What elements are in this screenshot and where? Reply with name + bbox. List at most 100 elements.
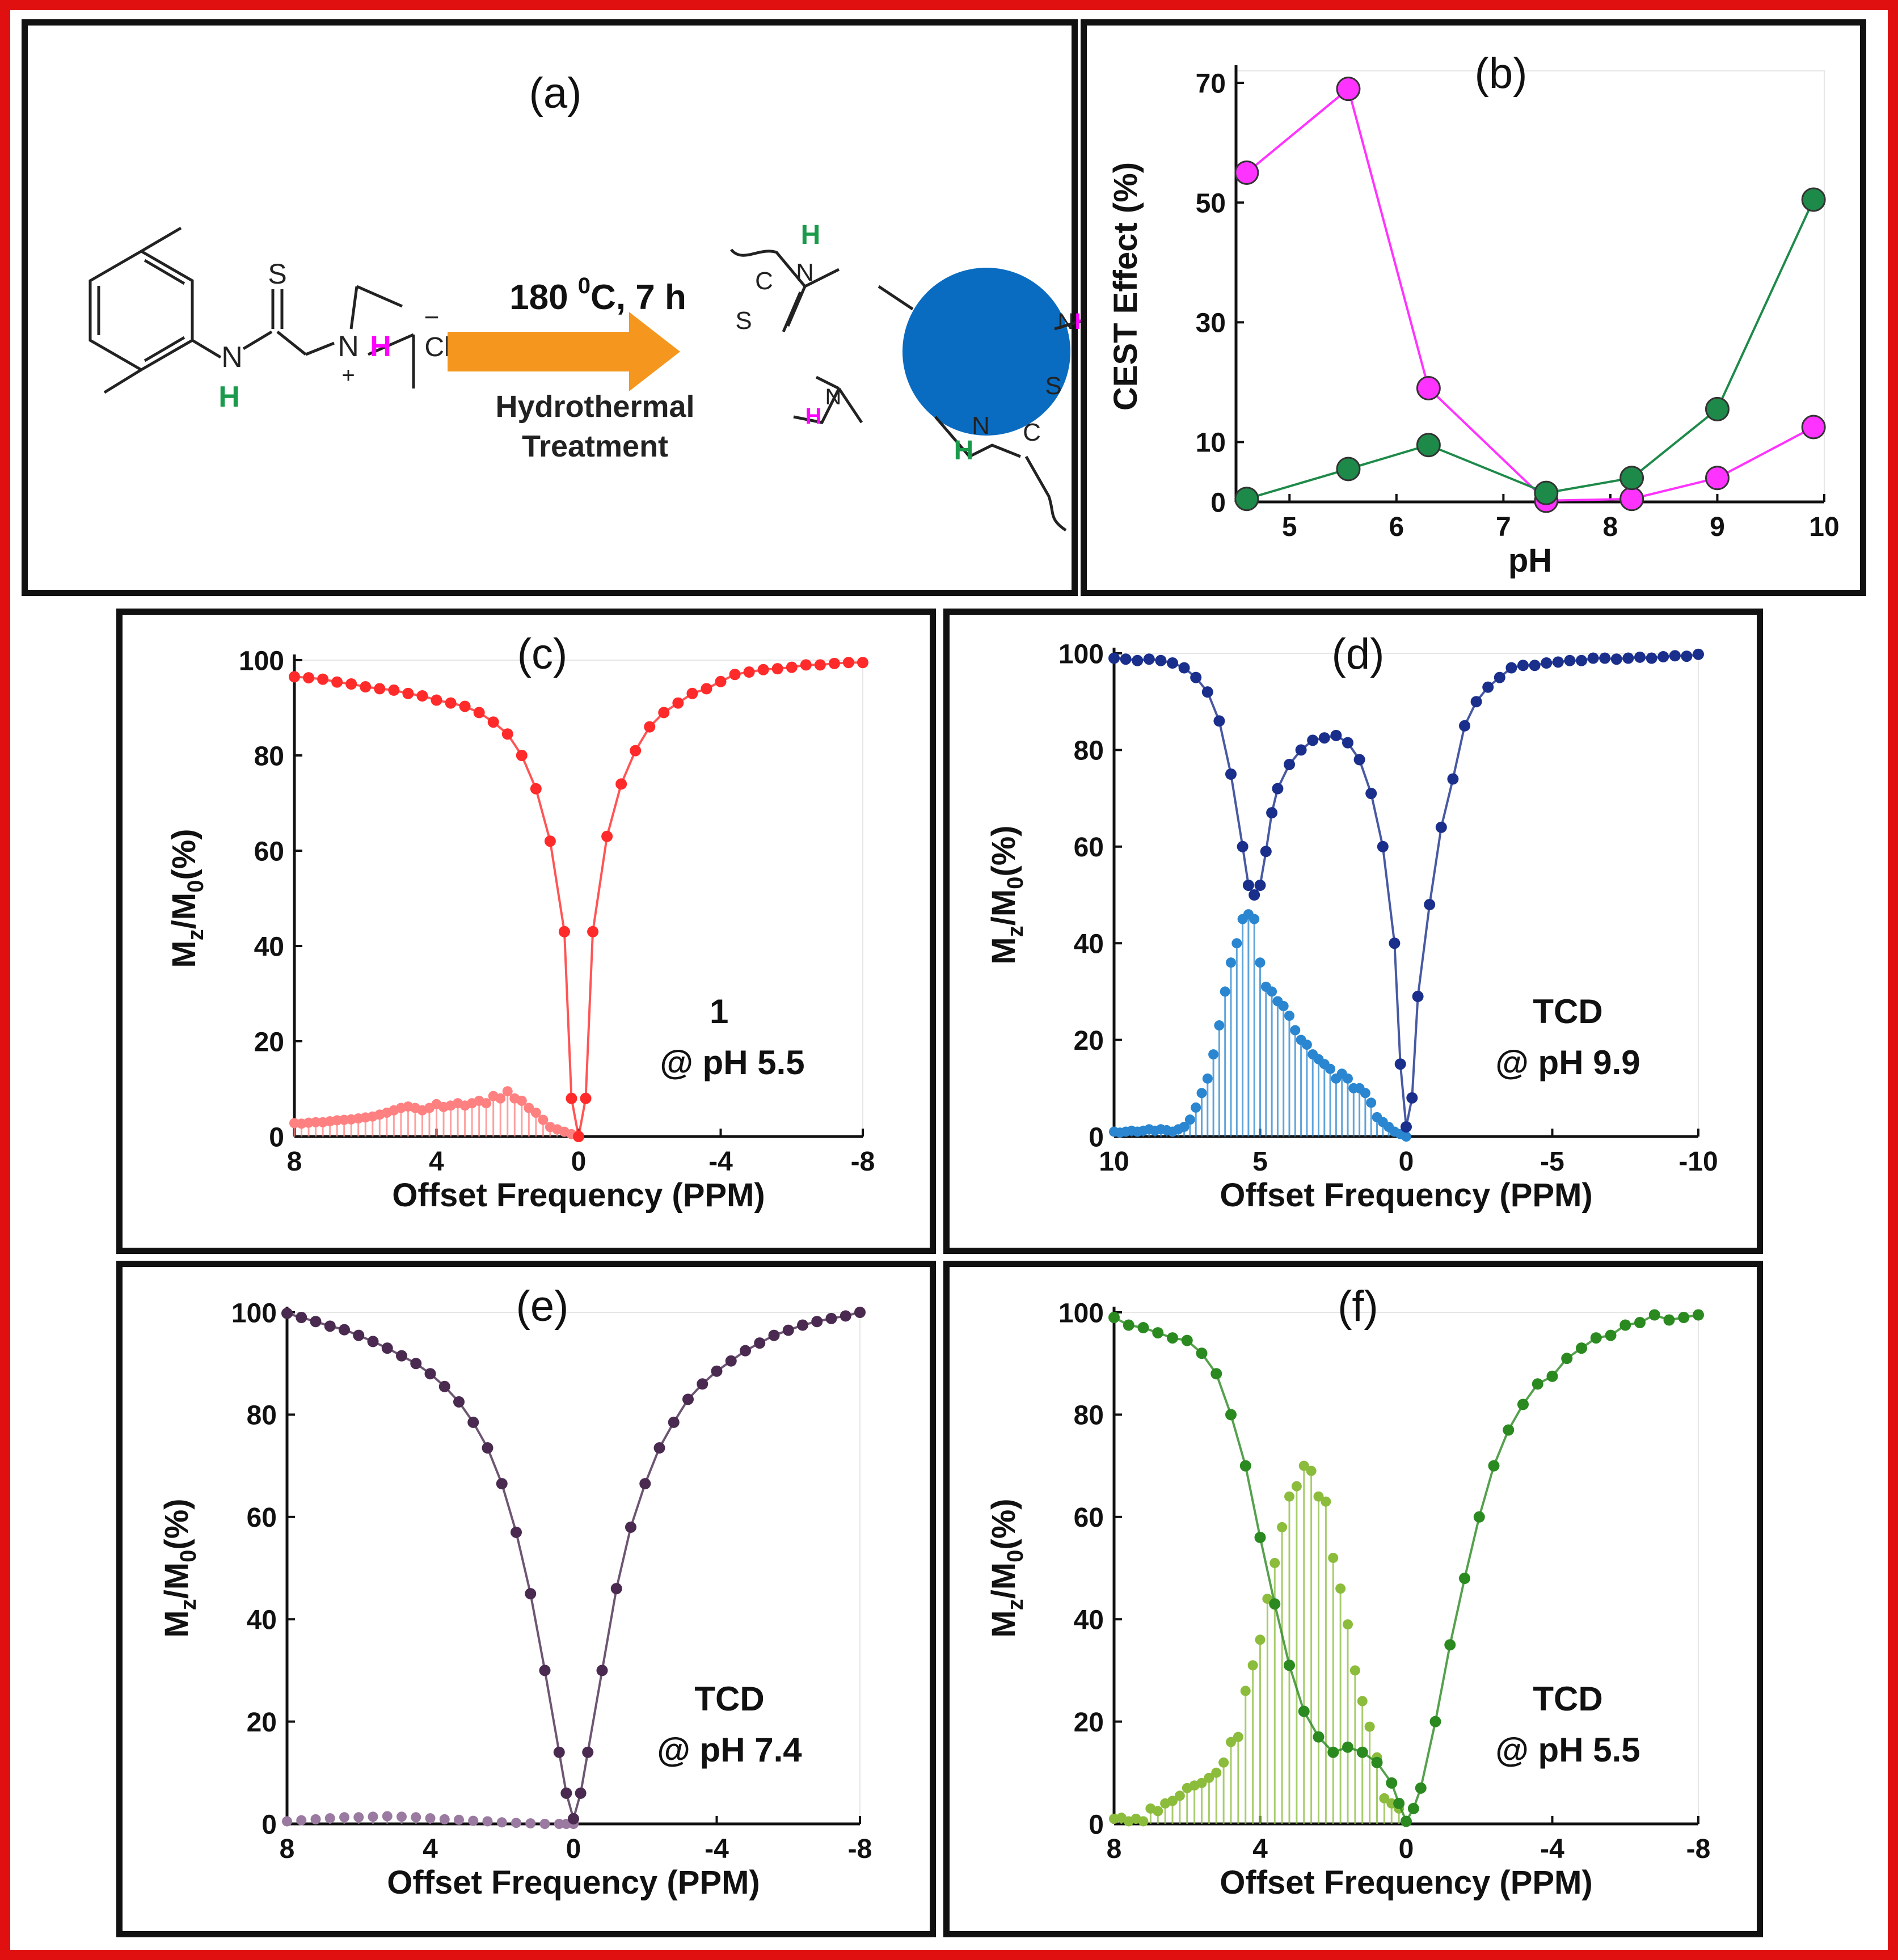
surface-groups <box>730 248 1096 532</box>
annotation-line-1: TCD <box>1533 992 1602 1030</box>
y-axis-label-part: (%) <box>166 829 203 880</box>
z-spectrum-point <box>1167 657 1178 669</box>
z-spectrum-point <box>566 1092 577 1104</box>
mtr-point <box>516 1096 527 1106</box>
x-tick-label: 8 <box>1107 1834 1122 1864</box>
data-point-magenta <box>1801 415 1826 440</box>
z-spectrum-point <box>431 694 442 706</box>
mtr-point <box>1269 1557 1280 1568</box>
z-spectrum-point <box>1529 660 1541 671</box>
z-spectrum-point <box>1505 662 1517 674</box>
z-spectrum-point <box>840 1310 851 1322</box>
z-spectrum-point <box>639 1478 651 1490</box>
z-spectrum-point <box>1120 653 1132 665</box>
x-tick-label: 9 <box>1710 512 1725 542</box>
z-spectrum-point <box>811 1316 823 1328</box>
minus-charge: − <box>424 302 440 332</box>
y-tick-label: 60 <box>1074 833 1104 863</box>
x-axis-label: Offset Frequency (PPM) <box>1220 1177 1592 1214</box>
mtr-point <box>1211 1767 1222 1778</box>
np-atom-h-1: H <box>801 220 821 250</box>
z-spectrum-point <box>1412 990 1424 1002</box>
mtr-point <box>1247 1660 1258 1671</box>
z-spectrum-point <box>1517 1399 1529 1410</box>
mtr-point <box>1301 1040 1312 1050</box>
mtr-point <box>1291 1481 1302 1492</box>
y-tick-label: 100 <box>239 646 284 676</box>
atom-h-amide: H <box>218 381 240 413</box>
z-spectrum-point <box>339 1324 350 1336</box>
x-tick-label: -8 <box>851 1147 875 1177</box>
z-spectrum-point <box>771 663 783 675</box>
z-spectrum-point <box>1681 650 1693 662</box>
z-spectrum-point <box>1196 1348 1208 1359</box>
z-spectrum-point <box>1266 807 1278 819</box>
z-spectrum-point <box>601 830 613 842</box>
z-spectrum-point <box>438 1380 450 1392</box>
mtr-point <box>481 1098 492 1109</box>
mtr-point <box>282 1816 292 1827</box>
mtr-point <box>1267 986 1277 997</box>
x-tick-label: -4 <box>1540 1834 1564 1864</box>
z-spectrum-point <box>353 1329 365 1341</box>
z-spectrum-point <box>1424 899 1436 911</box>
x-tick-label: -5 <box>1540 1147 1564 1177</box>
z-spectrum-point <box>573 1131 584 1142</box>
x-tick-label: 0 <box>1399 1834 1414 1864</box>
z-spectrum-point <box>1401 1815 1412 1827</box>
z-spectrum-point <box>324 1320 336 1332</box>
mtr-point <box>1284 1011 1294 1021</box>
z-spectrum-point <box>1225 1409 1237 1421</box>
z-spectrum-point <box>1108 652 1120 664</box>
mtr-point <box>1226 1737 1236 1747</box>
z-spectrum-point <box>1152 1327 1164 1339</box>
mtr-point <box>1167 1796 1178 1806</box>
y-axis-label: Mz/M0(%) <box>166 829 208 968</box>
z-spectrum-point <box>1178 662 1190 674</box>
z-spectrum-point <box>331 676 343 688</box>
z-spectrum-point <box>1190 671 1202 683</box>
z-spectrum-point <box>582 1746 594 1758</box>
z-spectrum-point <box>402 687 414 699</box>
mtr-point <box>310 1117 321 1127</box>
z-spectrum-point <box>1447 773 1459 785</box>
z-spectrum-point <box>1634 651 1646 663</box>
plot-area <box>1235 70 1825 502</box>
mtr-point <box>1184 1114 1195 1125</box>
x-tick-label: 6 <box>1389 512 1404 542</box>
z-spectrum-point <box>1249 889 1260 901</box>
x-tick-label: -4 <box>705 1834 729 1864</box>
y-tick-label: 100 <box>1058 639 1104 669</box>
mtr-point <box>1196 1088 1207 1099</box>
mtr-point <box>1240 1686 1251 1696</box>
panel-label: (e) <box>516 1282 569 1330</box>
np-atom-n-2: N <box>1058 309 1074 334</box>
z-spectrum-point <box>1201 686 1213 698</box>
z-spectrum-point <box>1444 1639 1456 1651</box>
z-spectrum-point <box>1552 656 1564 668</box>
z-spectrum-point <box>754 1337 766 1349</box>
z-spectrum-point <box>575 1787 587 1799</box>
x-tick-label: 7 <box>1496 512 1511 542</box>
y-axis-label-part: M <box>985 1610 1022 1637</box>
z-spectrum-point <box>1541 657 1553 669</box>
y-tick-label: 0 <box>1089 1122 1104 1152</box>
z-spectrum-point <box>303 672 315 684</box>
z-spectrum-point <box>740 1345 751 1357</box>
z-spectrum-point <box>1619 1319 1631 1331</box>
chloride: Cl <box>424 332 450 362</box>
mtr-point <box>1325 1063 1336 1074</box>
mtr-point <box>1208 1049 1219 1060</box>
z-spectrum-point <box>410 1358 422 1370</box>
mtr-point <box>1202 1073 1213 1084</box>
y-axis-label-part: 0 <box>1003 877 1028 889</box>
data-point-green <box>1336 457 1361 481</box>
x-tick-label: 4 <box>423 1834 438 1864</box>
z-spectrum-point <box>1546 1370 1558 1382</box>
z-spectrum-point <box>1517 660 1529 671</box>
mtr-point <box>1196 1777 1207 1788</box>
z-spectrum-point <box>682 1393 694 1405</box>
z-spectrum-point <box>1210 1368 1222 1380</box>
np-atom-c-4: C <box>1023 419 1041 446</box>
